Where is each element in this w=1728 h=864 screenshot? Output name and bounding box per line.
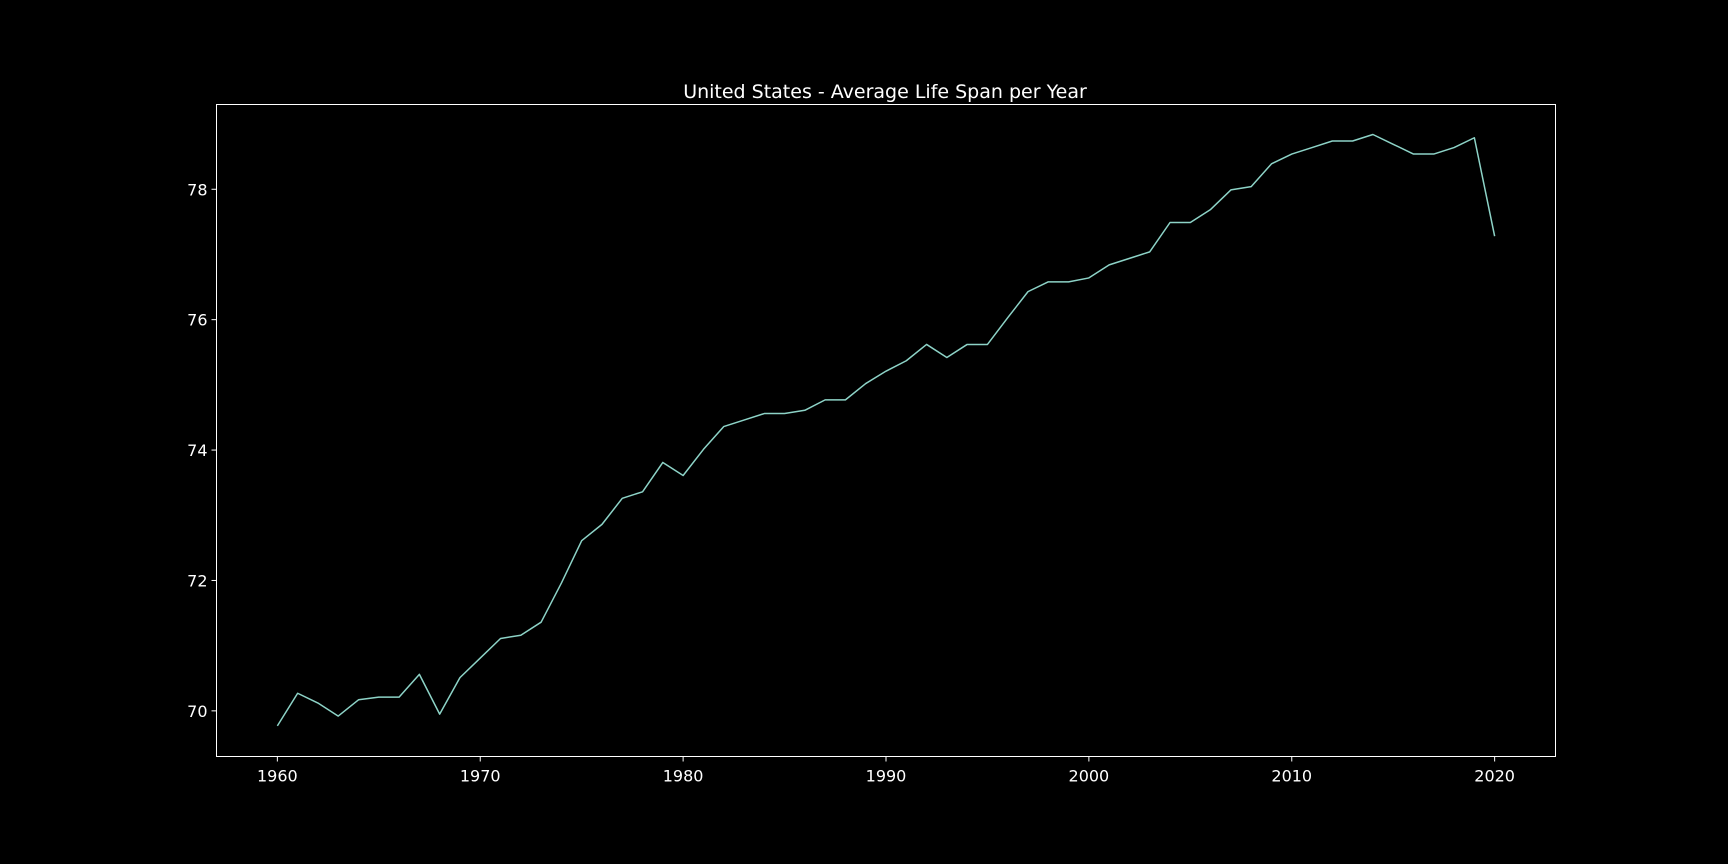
y-tick-label: 70	[187, 702, 207, 721]
chart-title: United States - Average Life Span per Ye…	[683, 81, 1087, 103]
x-tick-label: 1990	[866, 767, 907, 786]
y-axis-ticks: 70 72 74 76 78	[187, 180, 217, 721]
x-tick-label: 2000	[1069, 767, 1110, 786]
x-axis-ticks: 1960 1970 1980 1990 2000 2010 2020	[257, 756, 1515, 786]
y-tick-label: 72	[187, 571, 207, 590]
x-tick-label: 2020	[1474, 767, 1515, 786]
y-tick-label: 78	[187, 180, 207, 199]
x-tick-label: 1960	[257, 767, 298, 786]
x-tick-label: 1970	[460, 767, 501, 786]
x-tick-label: 1980	[663, 767, 704, 786]
y-tick-label: 74	[187, 441, 207, 460]
series-line	[276, 133, 1496, 727]
axes-frame	[216, 104, 1556, 757]
y-tick-label: 76	[187, 311, 207, 330]
x-tick-label: 2010	[1271, 767, 1312, 786]
